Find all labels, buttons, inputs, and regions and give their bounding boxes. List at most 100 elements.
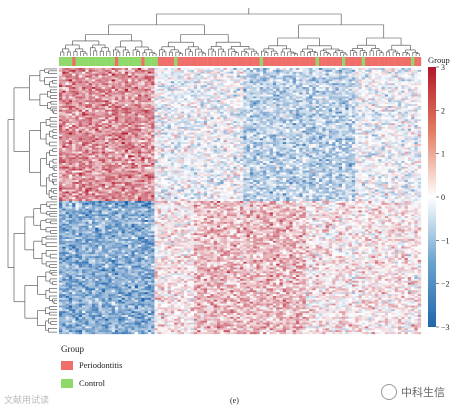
heatmap-cell [398, 112, 401, 114]
heatmap-cell [335, 123, 338, 125]
heatmap-cell [276, 95, 279, 97]
heatmap-cell [164, 133, 167, 135]
heatmap-cell [283, 123, 286, 125]
heatmap-cell [286, 91, 289, 93]
heatmap-cell [375, 117, 378, 119]
heatmap-cell [105, 136, 108, 138]
heatmap-cell [316, 119, 319, 121]
heatmap-cell [270, 136, 273, 138]
heatmap-cell [345, 76, 348, 78]
heatmap-cell [207, 127, 210, 129]
heatmap-cell [118, 110, 121, 112]
heatmap-cell [335, 104, 338, 106]
heatmap-cell [339, 129, 342, 131]
heatmap-cell [316, 97, 319, 99]
heatmap-cell [204, 72, 207, 74]
heatmap-cell [191, 74, 194, 76]
heatmap-cell [276, 114, 279, 116]
heatmap-cell [414, 74, 417, 76]
heatmap-cell [59, 127, 62, 129]
heatmap-cell [148, 116, 151, 118]
heatmap-cell [108, 85, 111, 87]
heatmap-cell [69, 74, 72, 76]
heatmap-cell [270, 76, 273, 78]
heatmap-cell [148, 81, 151, 83]
heatmap-cell [401, 121, 404, 123]
heatmap-cell [105, 108, 108, 110]
heatmap-cell [237, 83, 240, 85]
heatmap-cell [273, 121, 276, 123]
heatmap-cell [332, 83, 335, 85]
heatmap-cell [322, 119, 325, 121]
heatmap-cell [214, 114, 217, 116]
heatmap-cell [138, 87, 141, 89]
heatmap-cell [322, 135, 325, 137]
heatmap-cell [283, 136, 286, 138]
heatmap-cell [181, 123, 184, 125]
heatmap-cell [250, 129, 253, 131]
heatmap-cell [358, 87, 361, 89]
heatmap-cell [128, 110, 131, 112]
heatmap-cell [247, 81, 250, 83]
heatmap-cell [247, 87, 250, 89]
heatmap-cell [260, 106, 263, 108]
heatmap-cell [75, 79, 78, 81]
heatmap-cell [385, 76, 388, 78]
heatmap-cell [408, 112, 411, 114]
heatmap-cell [312, 87, 315, 89]
heatmap-cell [194, 74, 197, 76]
heatmap-cell [266, 129, 269, 131]
heatmap-cell [92, 131, 95, 133]
heatmap-cell [177, 110, 180, 112]
heatmap-cell [303, 108, 306, 110]
heatmap-cell [411, 119, 414, 121]
heatmap-cell [316, 123, 319, 125]
heatmap-cell [355, 131, 358, 133]
heatmap-cell [240, 70, 243, 72]
heatmap-cell [194, 133, 197, 135]
heatmap-cell [339, 76, 342, 78]
heatmap-cell [256, 74, 259, 76]
heatmap-cell [385, 131, 388, 133]
heatmap-cell [326, 78, 329, 80]
heatmap-cell [112, 116, 115, 118]
heatmap-cell [316, 76, 319, 78]
heatmap-cell [115, 104, 118, 106]
heatmap-cell [405, 81, 408, 83]
heatmap-cell [95, 110, 98, 112]
heatmap-cell [194, 97, 197, 99]
heatmap-cell [98, 135, 101, 137]
heatmap-cell [276, 81, 279, 83]
heatmap-cell [342, 136, 345, 138]
heatmap-cell [243, 98, 246, 100]
heatmap-cell [418, 104, 421, 106]
heatmap-cell [250, 110, 253, 112]
heatmap-cell [243, 97, 246, 99]
heatmap-cell [293, 112, 296, 114]
heatmap-cell [233, 127, 236, 129]
heatmap-cell [408, 104, 411, 106]
heatmap-cell [177, 76, 180, 78]
heatmap-cell [145, 106, 148, 108]
heatmap-cell [197, 68, 200, 70]
heatmap-cell [266, 114, 269, 116]
heatmap-cell [128, 123, 131, 125]
heatmap-cell [224, 116, 227, 118]
heatmap-cell [174, 81, 177, 83]
heatmap-cell [224, 76, 227, 78]
heatmap-cell [316, 70, 319, 72]
heatmap-cell [168, 83, 171, 85]
heatmap-cell [89, 133, 92, 135]
heatmap-cell [358, 81, 361, 83]
heatmap-cell [332, 95, 335, 97]
heatmap-cell [247, 133, 250, 135]
heatmap-cell [398, 81, 401, 83]
heatmap-cell [391, 127, 394, 129]
heatmap-cell [247, 125, 250, 127]
heatmap-cell [131, 79, 134, 81]
heatmap-cell [293, 79, 296, 81]
heatmap-cell [329, 106, 332, 108]
heatmap-cell [135, 87, 138, 89]
heatmap-cell [171, 78, 174, 80]
heatmap-cell [253, 112, 256, 114]
